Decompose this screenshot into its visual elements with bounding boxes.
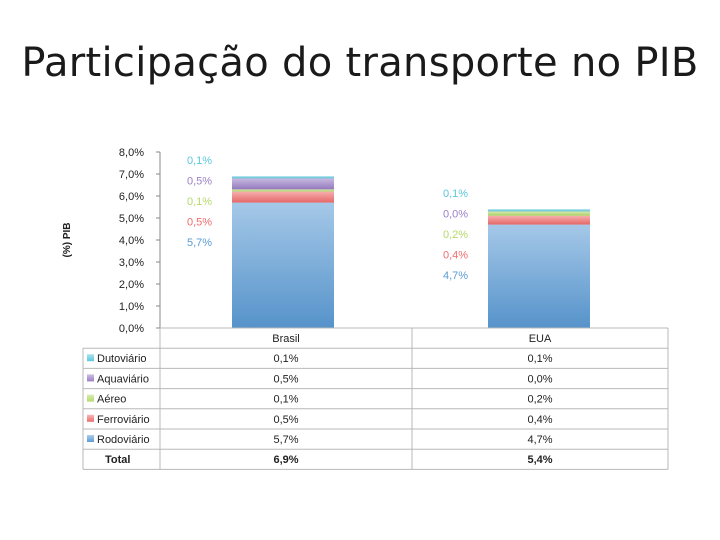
y-tick-label: 8,0% bbox=[119, 147, 144, 159]
table-cell-rodoviário-brasil: 5,7% bbox=[273, 434, 298, 446]
legend-swatch-rodoviário bbox=[87, 435, 94, 442]
table-total-eua: 5,4% bbox=[527, 454, 552, 466]
y-tick-label: 4,0% bbox=[119, 235, 144, 247]
slide-title: Participação do transporte no PIB bbox=[21, 40, 699, 86]
y-axis: 0,0% 1,0% 2,0% 3,0% 4,0% 5,0% 6,0% 7,0% 8,0% (%) … bbox=[62, 147, 161, 335]
bar-aquaviário-brasil bbox=[232, 178, 334, 190]
table-cell-dutoviário-eua: 0,1% bbox=[527, 353, 552, 365]
data-label-ferroviário-eua: 0,4% bbox=[443, 250, 468, 262]
table-cell-aquaviário-eua: 0,0% bbox=[527, 373, 552, 385]
legend-swatch-aéreo bbox=[87, 394, 94, 402]
legend-label-ferroviário: Ferroviário bbox=[97, 414, 150, 426]
data-labels: 5,7% 0,5% 0,1% 0,5% 0,1% 4,7% 0,4% 0,2% 0,0% 0,1% bbox=[187, 155, 468, 282]
y-tick-label: 2,0% bbox=[119, 279, 144, 291]
data-label-rodoviário-eua: 4,7% bbox=[443, 270, 468, 282]
data-table: Brasil EUA Dutoviário 0,1% 0,1% Aquaviário 0,5… bbox=[82, 327, 669, 470]
legend-label-aéreo: Aéreo bbox=[97, 394, 126, 406]
data-label-ferroviário-brasil: 0,5% bbox=[187, 217, 212, 229]
table-cell-aéreo-eua: 0,2% bbox=[527, 394, 552, 406]
data-label-dutoviário-brasil: 0,1% bbox=[187, 155, 212, 167]
data-label-aquaviário-brasil: 0,5% bbox=[187, 176, 212, 188]
bar-rodoviário-eua bbox=[488, 224, 590, 328]
y-tick-label: 0,0% bbox=[119, 323, 144, 335]
table-cell-ferroviário-brasil: 0,5% bbox=[273, 414, 298, 426]
bar-ferroviário-eua bbox=[488, 215, 590, 225]
table-cell-ferroviário-eua: 0,4% bbox=[527, 414, 552, 426]
legend-swatch-dutoviário bbox=[87, 354, 94, 362]
legend-label-aquaviário: Aquaviário bbox=[97, 373, 149, 385]
table-cell-aéreo-brasil: 0,1% bbox=[273, 394, 298, 406]
y-tick-label: 3,0% bbox=[119, 257, 144, 269]
y-tick-label: 1,0% bbox=[119, 301, 144, 313]
bar-aéreo-brasil bbox=[232, 189, 334, 192]
data-label-aéreo-eua: 0,2% bbox=[443, 229, 468, 241]
bar-rodoviário-brasil bbox=[232, 202, 334, 328]
table-total-brasil: 6,9% bbox=[273, 454, 298, 466]
data-label-dutoviário-eua: 0,1% bbox=[443, 188, 468, 200]
y-tick-label: 7,0% bbox=[119, 169, 144, 181]
table-header-eua: EUA bbox=[529, 333, 552, 345]
y-axis-title: (%) PIB bbox=[62, 223, 73, 258]
data-label-aquaviário-eua: 0,0% bbox=[443, 209, 468, 221]
table-total-label: Total bbox=[105, 454, 130, 466]
data-label-aéreo-brasil: 0,1% bbox=[187, 196, 212, 208]
bars bbox=[232, 176, 590, 328]
y-tick-label: 5,0% bbox=[119, 213, 144, 225]
legend-swatch-ferroviário bbox=[87, 414, 94, 422]
legend-label-dutoviário: Dutoviário bbox=[97, 353, 147, 365]
bar-ferroviário-brasil bbox=[232, 191, 334, 203]
table-header-brasil: Brasil bbox=[272, 333, 300, 345]
table-cell-aquaviário-brasil: 0,5% bbox=[273, 373, 298, 385]
legend-swatch-aquaviário bbox=[87, 374, 94, 382]
bar-dutoviário-eua bbox=[488, 209, 590, 212]
legend-label-rodoviário: Rodoviário bbox=[97, 434, 150, 446]
bar-aéreo-eua bbox=[488, 211, 590, 216]
data-label-rodoviário-brasil: 5,7% bbox=[187, 237, 212, 249]
bar-dutoviário-brasil bbox=[232, 176, 334, 179]
table-cell-rodoviário-eua: 4,7% bbox=[527, 434, 552, 446]
y-tick-label: 6,0% bbox=[119, 191, 144, 203]
table-cell-dutoviário-brasil: 0,1% bbox=[273, 353, 298, 365]
